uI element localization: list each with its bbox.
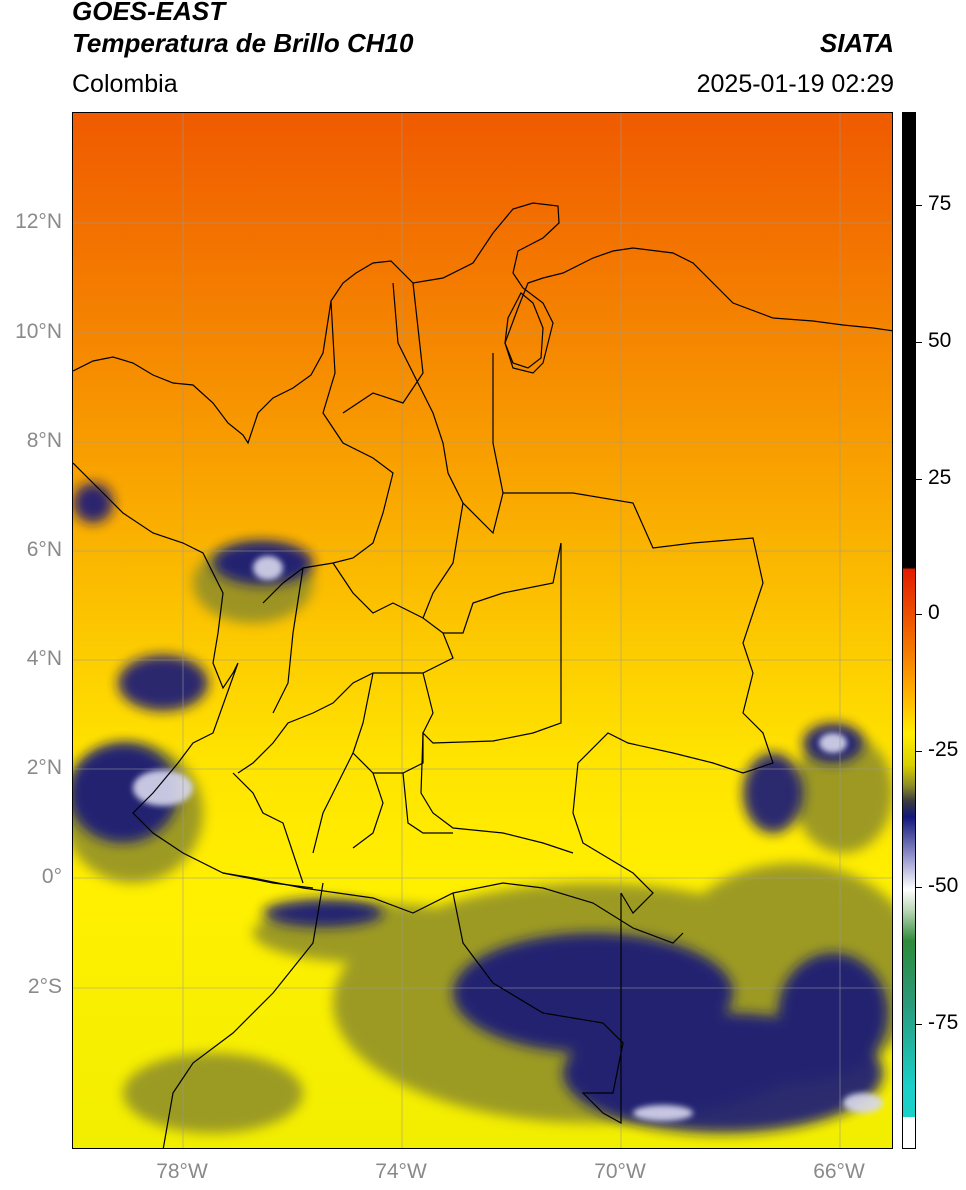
colorbar-tick <box>916 887 922 888</box>
lat-label: 6°N <box>26 538 62 561</box>
map-svg <box>73 113 892 1148</box>
colorbar-label: -75 <box>928 1011 959 1034</box>
colorbar-tick <box>916 342 922 343</box>
colorbar-tick <box>916 1024 922 1025</box>
colorbar-tick <box>916 751 922 752</box>
source-label: SIATA <box>819 28 894 58</box>
lat-label: 12°N <box>15 210 62 233</box>
cloud-patches <box>73 483 892 1133</box>
lon-label: 74°W <box>375 1160 427 1183</box>
colorbar <box>902 112 916 1149</box>
colorbar-tick <box>916 614 922 615</box>
colorbar-label: 50 <box>928 329 952 352</box>
colorbar-label: 0 <box>928 601 940 624</box>
lon-label: 70°W <box>594 1160 646 1183</box>
lat-label: 10°N <box>15 320 62 343</box>
colorbar-label: -25 <box>928 738 959 761</box>
chart-title-product: Temperatura de Brillo CH10 <box>72 28 414 58</box>
chart-title-satellite: GOES-EAST <box>72 0 226 26</box>
satellite-map <box>72 112 893 1149</box>
colorbar-tick <box>916 479 922 480</box>
lat-label: 0° <box>41 865 62 888</box>
colorbar-label: 75 <box>928 192 952 215</box>
region-label: Colombia <box>72 70 178 98</box>
country-borders <box>73 202 892 1148</box>
graticule <box>73 113 892 1148</box>
lat-label: 4°N <box>26 647 62 670</box>
lat-label: 8°N <box>26 429 62 452</box>
datetime-label: 2025-01-19 02:29 <box>696 70 894 98</box>
lake-maracaibo <box>504 292 544 369</box>
colorbar-label: -50 <box>928 874 959 897</box>
colorbar-label: 25 <box>928 466 952 489</box>
colorbar-tick <box>916 205 922 206</box>
lat-label: 2°S <box>27 975 62 998</box>
lon-label: 78°W <box>156 1160 208 1183</box>
lon-label: 66°W <box>813 1160 865 1183</box>
lat-label: 2°N <box>26 756 62 779</box>
